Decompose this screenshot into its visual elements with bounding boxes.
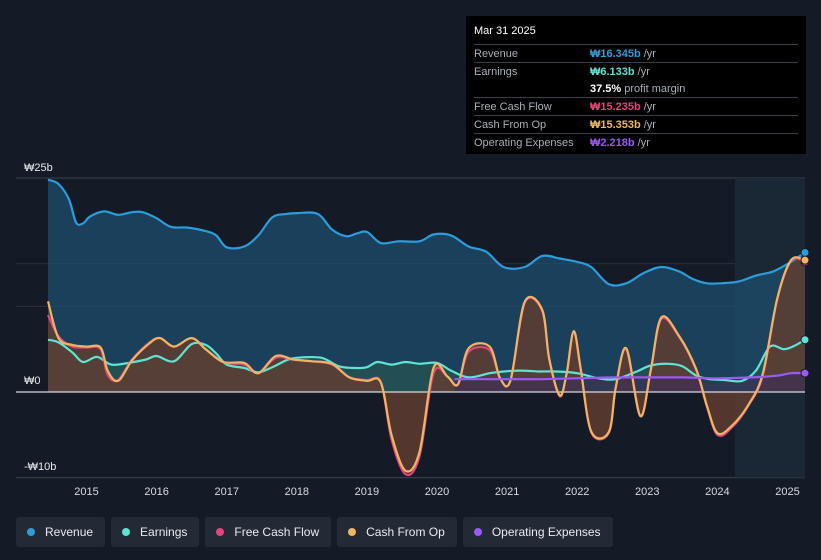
end-marker-operating-expenses	[800, 368, 810, 378]
line-revenue	[47, 178, 806, 287]
x-tick-label: 2019	[355, 486, 379, 498]
x-tick-label: 2016	[144, 486, 168, 498]
line-cash-from-op	[46, 256, 806, 473]
tooltip-date: Mar 31 2025	[474, 25, 536, 37]
series-areas	[48, 179, 805, 476]
tooltip-label: Revenue	[474, 47, 519, 60]
legend-dot-icon	[122, 528, 131, 536]
legend-item-free-cash-flow[interactable]: Free Cash Flow	[205, 517, 332, 547]
area-revenue	[48, 179, 805, 392]
tooltip-value: ₩16.345b	[590, 47, 641, 60]
tooltip-value: ₩15.235b	[590, 100, 641, 113]
tooltip-label: Free Cash Flow	[474, 100, 552, 113]
legend-dot-icon	[27, 528, 35, 536]
x-tick-label: 2025	[775, 486, 799, 498]
tooltip-row-operating-expenses: Operating Expenses ₩2.218b /yr	[474, 133, 798, 151]
tooltip-unit: /yr	[643, 118, 656, 131]
x-tick-label: 2015	[74, 486, 98, 498]
x-tick-label: 2021	[495, 486, 519, 498]
tooltip-row-earnings: Earnings ₩6.133b /yr	[474, 62, 798, 80]
tooltip-value: ₩15.353b	[590, 118, 641, 131]
end-marker-cash-from-op	[800, 255, 810, 265]
line-operating-expenses	[454, 371, 806, 381]
tooltip-unit: /yr	[637, 136, 650, 149]
y-label-zero: ₩0	[24, 375, 41, 387]
tooltip-panel: Mar 31 2025 Revenue ₩16.345b /yr Earning…	[466, 16, 806, 154]
tooltip-label: Cash From Op	[474, 118, 547, 131]
series-end-markers	[800, 247, 810, 378]
legend-dot-icon	[216, 528, 225, 536]
tooltip-unit: /yr	[637, 65, 650, 78]
x-tick-label: 2017	[214, 486, 238, 498]
tooltip-row-free-cash-flow: Free Cash Flow ₩15.235b /yr	[474, 97, 798, 115]
legend-label: Operating Expenses	[491, 525, 601, 539]
y-label-bottom: -₩10b	[24, 461, 56, 473]
line-earnings	[47, 338, 806, 383]
x-tick-label: 2023	[635, 486, 659, 498]
legend-label: Revenue	[45, 525, 94, 539]
x-axis-labels: 2015 2016 2017 2018 2019 2020 2021 2022 2023 2024…	[74, 486, 799, 498]
y-axis-labels: ₩25b ₩0 -₩10b	[24, 162, 56, 473]
tooltip-row-revenue: Revenue ₩16.345b /yr	[474, 44, 798, 62]
tooltip-row-cash-from-op: Cash From Op ₩15.353b /yr	[474, 115, 798, 133]
x-tick-label: 2020	[425, 486, 449, 498]
tooltip-label: Operating Expenses	[474, 136, 574, 149]
legend-label: Free Cash Flow	[234, 525, 320, 539]
end-marker-revenue	[800, 247, 810, 257]
series-lines	[46, 178, 806, 477]
tooltip-label: Earnings	[474, 65, 518, 78]
legend-item-revenue[interactable]: Revenue	[16, 517, 106, 547]
x-tick-label: 2024	[705, 486, 729, 498]
legend-dot-icon	[473, 528, 482, 536]
legend: Revenue Earnings Free Cash Flow Cash Fro…	[16, 517, 613, 547]
tooltip-value: ₩2.218b	[590, 136, 635, 149]
legend-label: Cash From Op	[366, 525, 445, 539]
tooltip-unit: profit margin	[624, 82, 686, 95]
legend-label: Earnings	[140, 525, 188, 539]
tooltip-unit: /yr	[643, 47, 656, 60]
tooltip-value: ₩6.133b	[590, 65, 635, 78]
tooltip-value: 37.5%	[590, 82, 622, 95]
x-tick-label: 2018	[285, 486, 309, 498]
tooltip-unit: /yr	[643, 100, 656, 113]
tooltip-row-profit-margin: 37.5% profit margin	[474, 80, 798, 97]
legend-dot-icon	[348, 528, 357, 536]
area-operating-expenses	[454, 372, 805, 392]
x-tick-label: 2022	[565, 486, 589, 498]
legend-item-cash-from-op[interactable]: Cash From Op	[337, 517, 457, 547]
legend-item-earnings[interactable]: Earnings	[111, 517, 200, 547]
y-label-top: ₩25b	[24, 162, 53, 174]
legend-item-operating-expenses[interactable]: Operating Expenses	[462, 517, 613, 547]
end-marker-earnings	[800, 335, 810, 345]
